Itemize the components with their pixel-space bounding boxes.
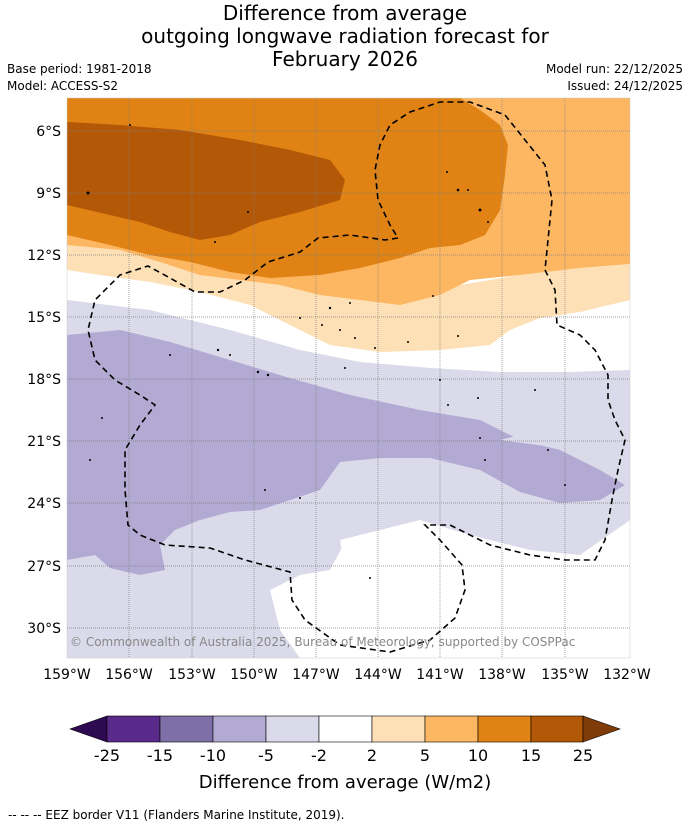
lat-tick: 27°S [27,559,61,575]
map-frame [66,97,631,659]
lat-tick: 15°S [27,310,61,326]
colorbar-tick: -25 [94,746,120,765]
lon-tick: 141°W [416,667,464,683]
lon-tick: 144°W [354,667,402,683]
anomaly-field [67,98,630,658]
colorbar-above-arrow [582,715,621,743]
colorbar [69,715,621,743]
lat-tick: 12°S [27,248,61,264]
region-15-to-25 [67,122,345,240]
lon-tick: 159°W [43,667,91,683]
colorbar-segment [371,715,426,743]
gridlines [67,98,630,658]
lon-tick: 135°W [541,667,589,683]
lon-axis: 159°W 156°W 153°W 150°W 147°W 144°W 141°… [43,667,651,683]
colorbar-segment [477,715,532,743]
colorbar-tick: -10 [200,746,226,765]
lat-tick: 18°S [27,372,61,388]
lat-tick: 21°S [27,434,61,450]
lat-tick: 24°S [27,496,61,512]
lon-tick: 147°W [292,667,340,683]
colorbar-tick: -2 [311,746,327,765]
region-minus5-to-minus10 [67,330,625,575]
colorbar-tick: 2 [367,746,377,765]
model-run-label: Model run: 22/12/2025 [545,62,683,76]
colorbar-segment [212,715,267,743]
colorbar-segment [159,715,214,743]
lon-tick: 132°W [603,667,651,683]
colorbar-segment [265,715,320,743]
eez-border [87,101,626,653]
title-line-1: Difference from average [222,1,468,25]
eez-legend-text: -- -- -- EEZ border V11 (Flanders Marine… [8,808,345,822]
colorbar-segment [106,715,161,743]
colorbar-tick: 15 [521,746,541,765]
lon-tick: 153°W [168,667,216,683]
colorbar-tick: -5 [258,746,274,765]
colorbar-tick: 10 [468,746,488,765]
colorbar-segment [424,715,479,743]
lat-axis: 6°S 9°S 12°S 15°S 18°S 21°S 24°S 27°S 30… [27,124,61,637]
base-period-label: Base period: 1981-2018 [7,62,152,76]
colorbar-segment [318,715,373,743]
colorbar-segment [530,715,584,743]
lon-tick: 156°W [105,667,153,683]
colorbar-label: Difference from average (W/m2) [199,772,491,793]
model-label: Model: ACCESS-S2 [7,79,119,93]
colorbar-tick: -15 [147,746,173,765]
colorbar-tick: 25 [573,746,593,765]
colorbar-ticks: -25 -15 -10 -5 -2 2 5 10 15 25 [94,746,593,765]
colorbar-below-arrow [69,715,108,743]
copyright-text: © Commonwealth of Australia 2025, Bureau… [70,635,575,649]
lat-tick: 9°S [36,186,61,202]
issued-label: Issued: 24/12/2025 [567,79,683,93]
title-line-2: outgoing longwave radiation forecast for [141,24,549,48]
islands [86,124,566,579]
lat-tick: 30°S [27,621,61,637]
lon-tick: 138°W [478,667,526,683]
lat-tick: 6°S [36,124,61,140]
title-line-3: February 2026 [272,47,418,71]
colorbar-tick: 5 [420,746,430,765]
lon-tick: 150°W [230,667,278,683]
